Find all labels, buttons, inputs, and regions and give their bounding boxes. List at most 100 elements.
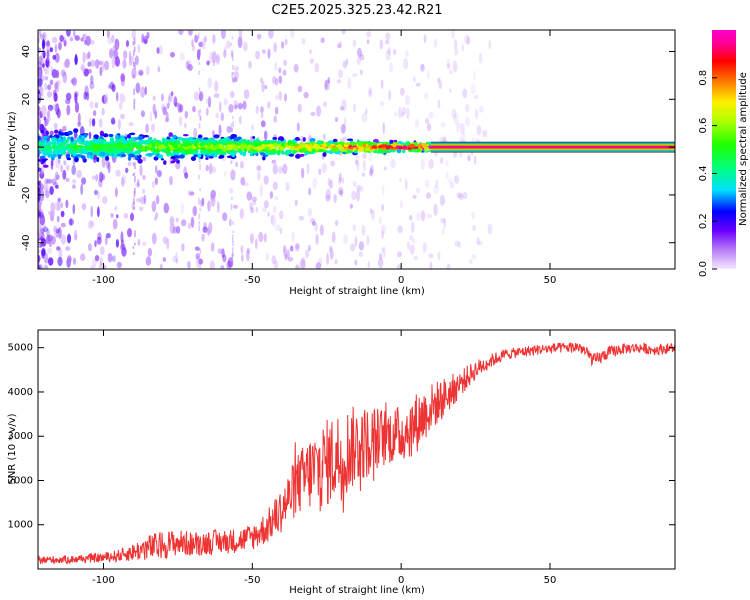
undefined (123, 50, 128, 60)
undefined (57, 226, 62, 239)
undefined (125, 167, 129, 173)
undefined (203, 222, 207, 230)
undefined (41, 39, 46, 50)
undefined (242, 145, 249, 149)
undefined (240, 245, 244, 254)
undefined (179, 52, 185, 61)
undefined (183, 134, 189, 137)
undefined (415, 82, 421, 87)
undefined (358, 251, 363, 258)
undefined (40, 130, 44, 134)
undefined (439, 136, 445, 144)
undefined (42, 153, 48, 156)
undefined (111, 34, 115, 43)
undefined (278, 91, 283, 101)
undefined (128, 60, 132, 66)
spectrogram-panel: -100 -50 0 50 -40 -20 0 20 40 Height of straigh… (7, 29, 676, 297)
undefined (66, 164, 70, 171)
undefined (199, 142, 206, 147)
colorbar-tick-label: 0.2 (698, 213, 709, 229)
undefined (390, 159, 396, 169)
undefined (133, 155, 138, 158)
undefined (362, 143, 367, 148)
spectrogram-streak (231, 52, 233, 58)
undefined (449, 88, 452, 93)
undefined (45, 56, 51, 69)
spectrogram-y-tick-label: 40 (21, 45, 32, 58)
undefined (390, 149, 395, 152)
undefined (54, 129, 59, 134)
undefined (182, 142, 188, 147)
snr-x-tick-label: -100 (92, 575, 115, 586)
undefined (207, 96, 212, 108)
undefined (139, 164, 143, 177)
spectrogram-streak (198, 225, 201, 232)
undefined (106, 30, 110, 39)
undefined (118, 102, 123, 110)
undefined (173, 96, 178, 107)
spectrogram-streak (198, 139, 201, 143)
undefined (52, 54, 56, 60)
undefined (256, 33, 262, 40)
undefined (388, 90, 392, 101)
undefined (191, 44, 196, 52)
undefined (80, 155, 86, 160)
undefined (309, 49, 312, 54)
undefined (223, 170, 227, 177)
undefined (145, 123, 149, 133)
undefined (243, 41, 248, 52)
undefined (261, 145, 266, 148)
undefined (154, 177, 158, 186)
undefined (226, 260, 232, 269)
undefined (90, 205, 93, 218)
undefined (38, 77, 43, 87)
undefined (181, 243, 185, 252)
undefined (260, 120, 266, 128)
undefined (191, 39, 194, 47)
undefined (218, 143, 224, 150)
undefined (127, 156, 132, 161)
snr-y-tick-label: 5000 (8, 343, 33, 354)
undefined (295, 243, 300, 250)
undefined (383, 166, 387, 171)
undefined (456, 192, 462, 199)
undefined (44, 68, 47, 76)
undefined (182, 139, 188, 144)
undefined (110, 117, 116, 125)
undefined (285, 149, 291, 155)
undefined (359, 53, 365, 61)
spectrogram-streak (198, 48, 200, 53)
spectrogram-streak (198, 70, 200, 75)
undefined (285, 145, 292, 149)
undefined (198, 258, 203, 265)
undefined (201, 146, 206, 152)
undefined (287, 256, 294, 262)
undefined (453, 39, 458, 50)
undefined (94, 134, 99, 140)
undefined (99, 66, 103, 77)
undefined (273, 42, 277, 53)
undefined (373, 150, 377, 154)
undefined (426, 123, 432, 132)
undefined (46, 178, 53, 184)
undefined (355, 155, 360, 160)
spectrogram-streak (231, 254, 234, 259)
undefined (449, 182, 455, 189)
undefined (263, 233, 267, 243)
undefined (248, 60, 252, 69)
spectrogram-streak (232, 80, 235, 83)
undefined (127, 161, 132, 166)
undefined (185, 149, 192, 155)
undefined (73, 128, 79, 134)
spectrogram-x-tick-label: -50 (244, 275, 260, 286)
undefined (312, 220, 316, 226)
undefined (175, 161, 181, 170)
undefined (325, 79, 330, 91)
undefined (301, 256, 306, 264)
undefined (312, 144, 319, 149)
undefined (349, 203, 354, 209)
spectrogram-streak (133, 98, 136, 104)
undefined (38, 149, 41, 155)
undefined (74, 157, 79, 163)
undefined (172, 255, 178, 263)
